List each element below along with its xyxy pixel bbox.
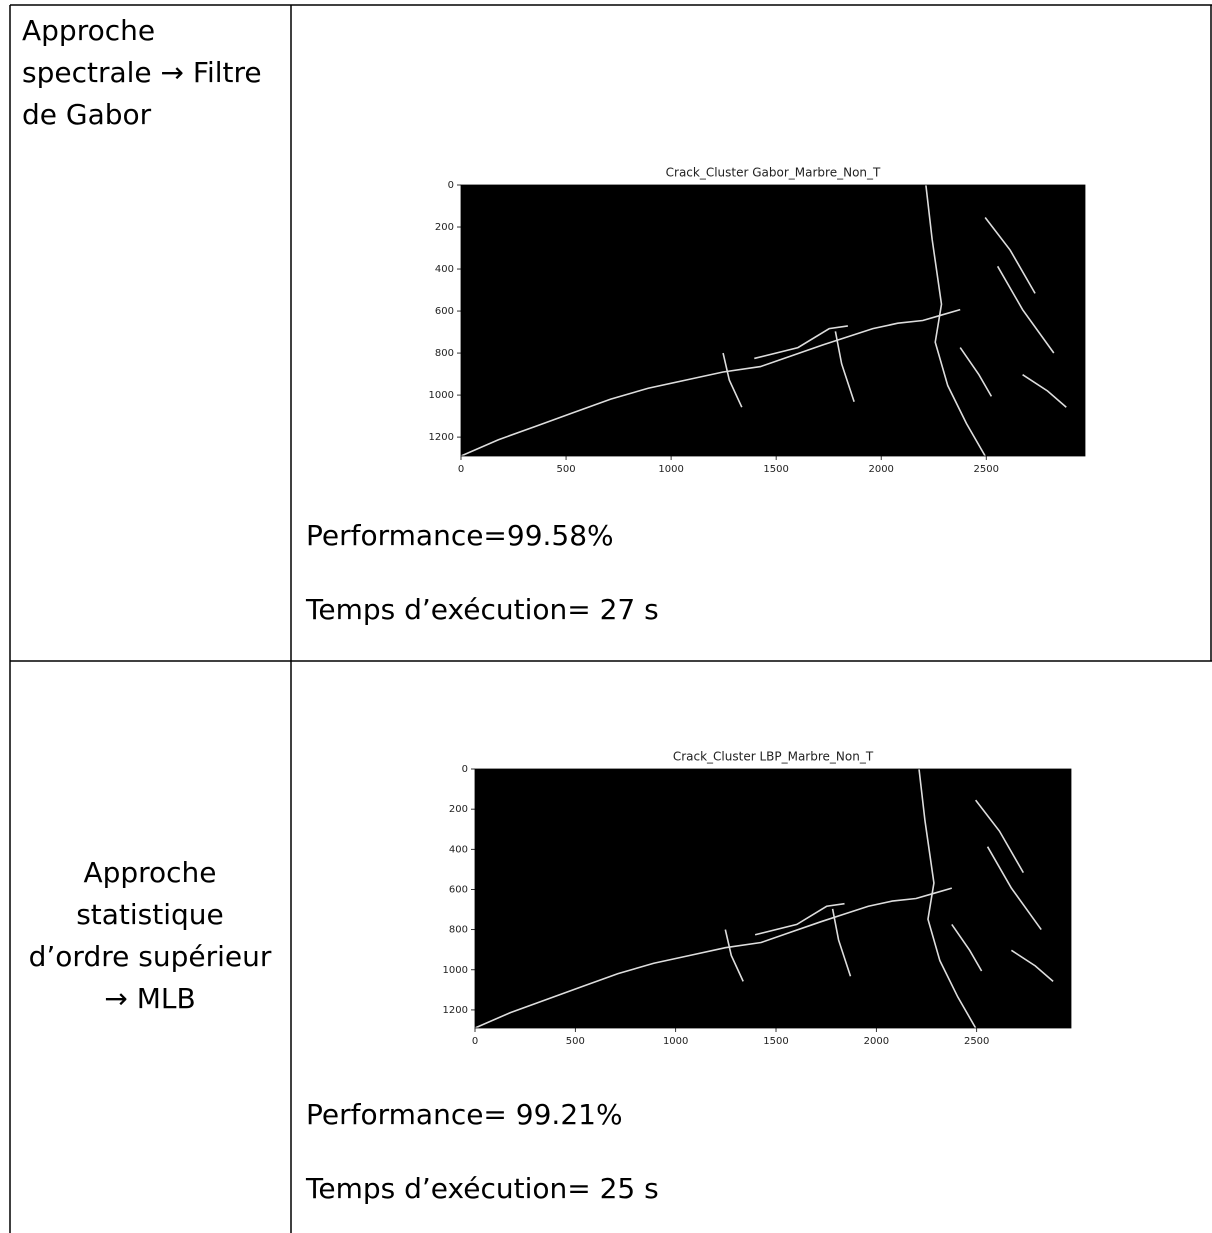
row-label: d’ordre supérieur — [29, 940, 272, 973]
row-label: Approche — [22, 14, 155, 47]
x-tick-label: 1000 — [663, 1036, 688, 1047]
y-tick-label: 800 — [449, 925, 468, 936]
row-label: → MLB — [104, 982, 195, 1015]
row-label: Approche — [83, 856, 216, 889]
y-tick-label: 400 — [435, 264, 454, 275]
row-label: de Gabor — [22, 98, 152, 131]
execution-time: Temps d’exécution= 25 s — [305, 1172, 659, 1205]
y-tick-label: 200 — [449, 804, 468, 815]
crack-image — [475, 769, 1071, 1028]
y-tick-label: 200 — [435, 222, 454, 233]
axes-frame — [474, 768, 1072, 1029]
row-label: statistique — [76, 898, 224, 931]
axes-frame — [460, 184, 1086, 457]
y-tick-label: 800 — [435, 348, 454, 359]
y-tick-label: 600 — [449, 884, 468, 895]
y-tick-label: 0 — [462, 764, 468, 775]
y-tick-label: 1200 — [443, 1005, 468, 1016]
x-tick-label: 0 — [458, 464, 464, 475]
crack-image — [461, 185, 1085, 456]
x-tick-label: 500 — [557, 464, 576, 475]
performance: Performance= 99.21% — [306, 1098, 623, 1131]
y-tick-label: 1000 — [429, 390, 454, 401]
y-tick-label: 0 — [448, 180, 454, 191]
x-tick-label: 2500 — [964, 1036, 989, 1047]
x-tick-label: 0 — [472, 1036, 478, 1047]
y-tick-label: 400 — [449, 844, 468, 855]
y-tick-label: 600 — [435, 306, 454, 317]
y-tick-label: 1200 — [429, 432, 454, 443]
x-tick-label: 1500 — [763, 464, 788, 475]
x-tick-label: 2000 — [864, 1036, 889, 1047]
plot-title: Crack_Cluster Gabor_Marbre_Non_T — [666, 166, 881, 180]
x-tick-label: 1000 — [658, 464, 683, 475]
x-tick-label: 500 — [566, 1036, 585, 1047]
row-label: spectrale → Filtre — [22, 56, 262, 89]
plot-title: Crack_Cluster LBP_Marbre_Non_T — [673, 750, 874, 764]
x-tick-label: 2500 — [974, 464, 999, 475]
y-tick-label: 1000 — [443, 965, 468, 976]
execution-time: Temps d’exécution= 27 s — [305, 593, 659, 626]
performance: Performance=99.58% — [306, 519, 614, 552]
x-tick-label: 2000 — [868, 464, 893, 475]
x-tick-label: 1500 — [763, 1036, 788, 1047]
